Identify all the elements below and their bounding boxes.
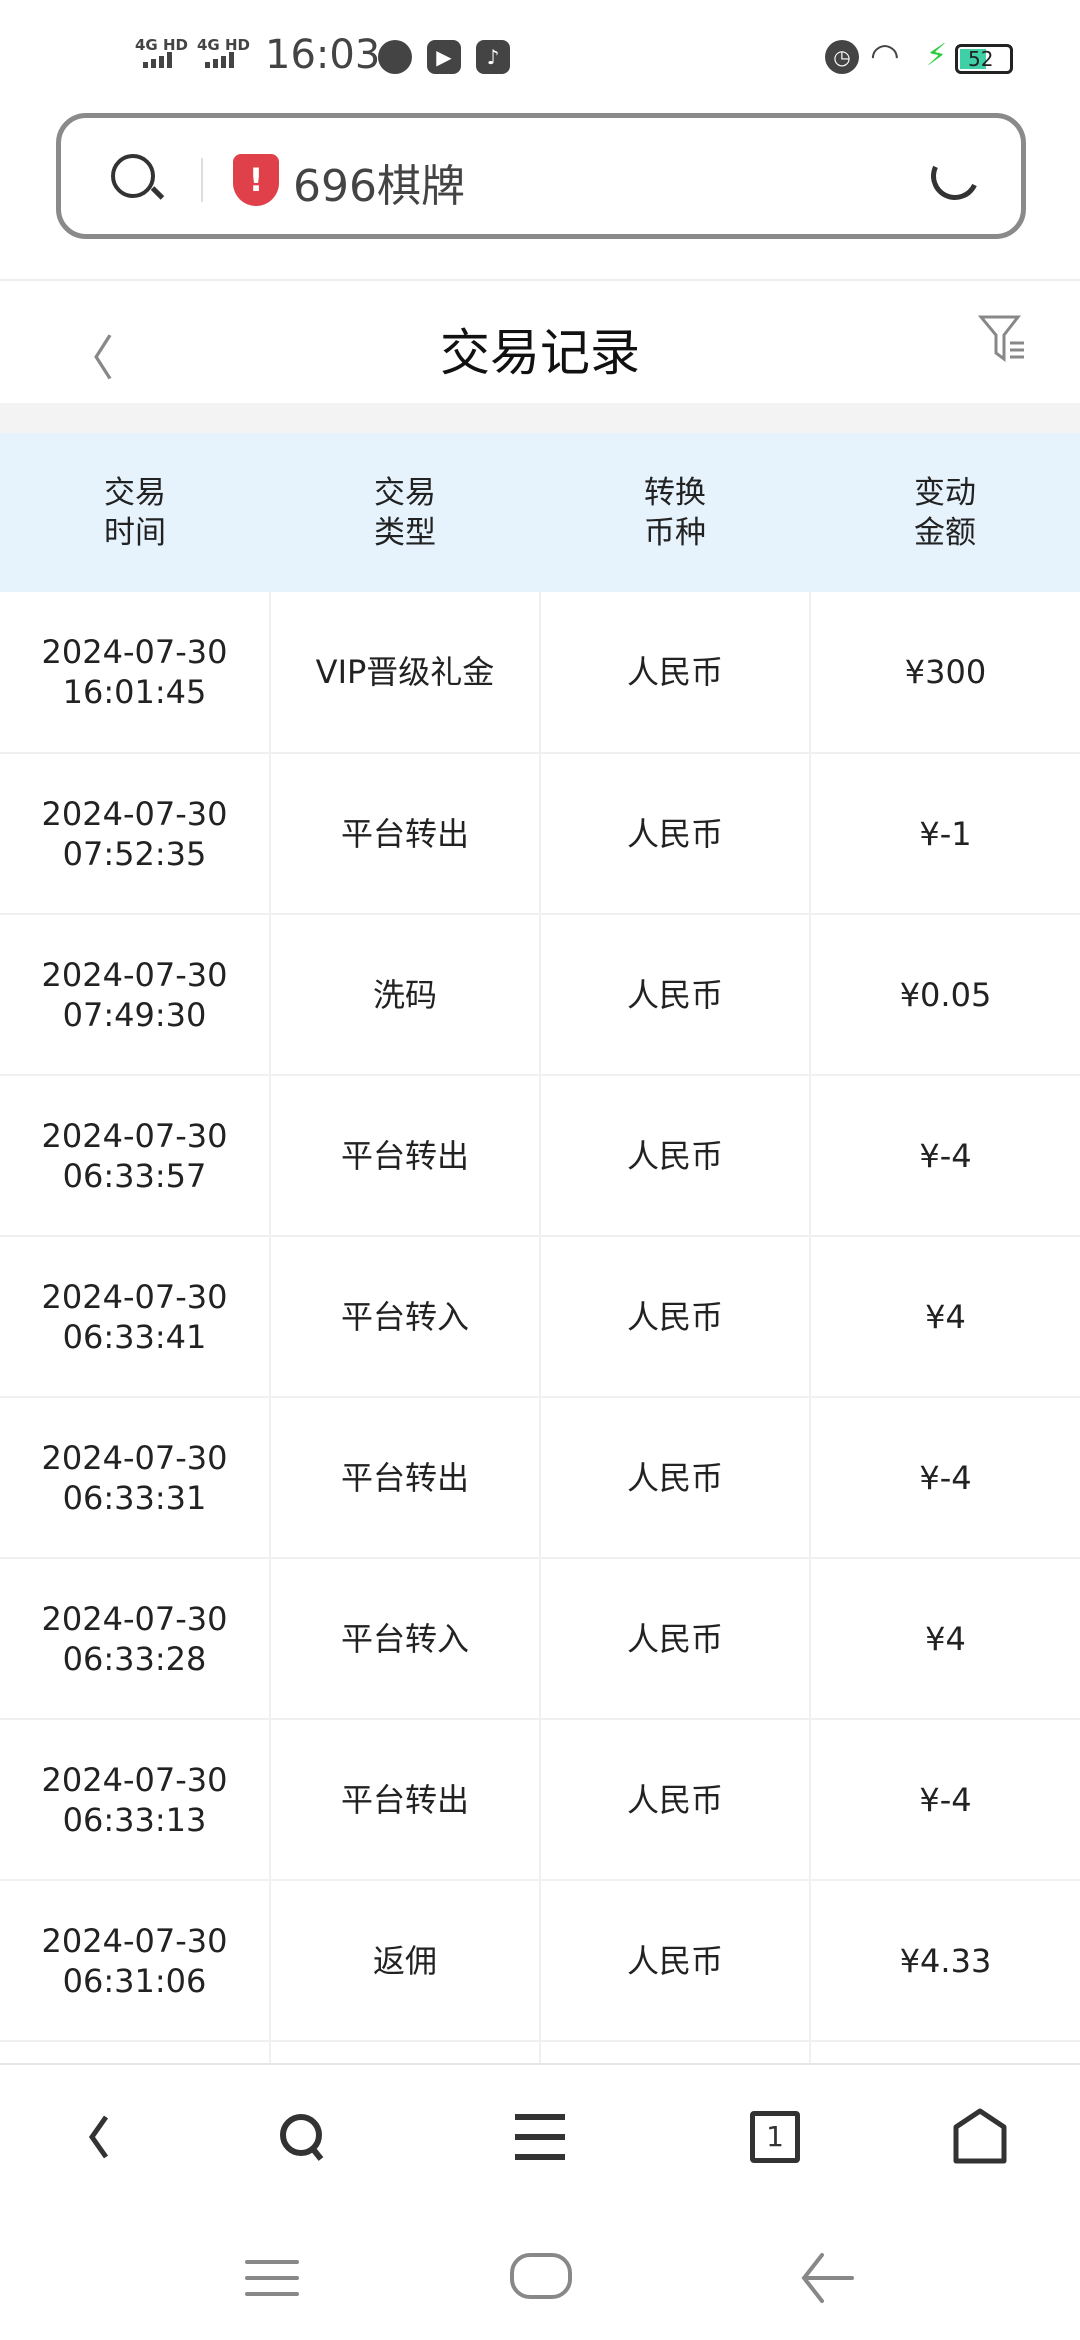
wifi-icon: ◠ xyxy=(870,36,900,76)
table-row[interactable]: 2024-07-30 06:33:41 平台转入 人民币 ¥4 xyxy=(0,1236,1080,1398)
table-row[interactable]: 2024-07-30 06:33:31 平台转出 人民币 ¥-4 xyxy=(0,1397,1080,1559)
signal-icon: 4G HD xyxy=(197,38,250,68)
tabs-icon[interactable]: 1 xyxy=(745,2107,805,2167)
home-pill-icon[interactable] xyxy=(510,2253,572,2299)
cell-amount: ¥4 xyxy=(810,1236,1080,1398)
signal-icon: 4G HD xyxy=(135,38,188,68)
cell-currency: 人民币 xyxy=(540,1880,811,2042)
back-chevron-icon[interactable]: 〈 xyxy=(66,331,115,387)
cell-time: 2024-07-30 16:01:45 xyxy=(0,592,271,754)
table-row[interactable]: 2024-07-30 06:33:57 平台转出 人民币 ¥-4 xyxy=(0,1075,1080,1237)
cell-type: 洗码 xyxy=(270,914,541,1076)
status-bar: 4G HD 4G HD 16:03 ▶ ♪ ◷ ◠ ⚡ 52 xyxy=(0,0,1080,110)
chat-bubble-icon xyxy=(378,40,412,74)
address-bar[interactable]: ! 696棋牌 xyxy=(56,113,1026,239)
cell-amount: ¥300 xyxy=(810,592,1080,754)
cell-time: 2024-07-30 06:33:57 xyxy=(0,1075,271,1237)
cell-type: 平台转入 xyxy=(270,1558,541,1720)
page-header: 〈 交易记录 xyxy=(0,281,1080,403)
cell-time: 2024-07-30 07:52:35 xyxy=(0,753,271,915)
cell-time: 2024-07-30 07:49:30 xyxy=(0,914,271,1076)
filter-icon[interactable] xyxy=(978,313,1028,363)
reload-icon[interactable] xyxy=(924,145,986,207)
table-row[interactable]: 2024-07-30 16:01:45 VIP晋级礼金 人民币 ¥300 xyxy=(0,592,1080,754)
cell-type: 平台转出 xyxy=(270,1075,541,1237)
divider xyxy=(201,158,203,202)
site-title[interactable]: 696棋牌 xyxy=(293,161,465,212)
page-title: 交易记录 xyxy=(440,324,640,382)
cell-currency: 人民币 xyxy=(540,1719,811,1881)
table-row[interactable]: 2024-07-30 07:52:35 平台转出 人民币 ¥-1 xyxy=(0,753,1080,915)
cell-type: VIP晋级礼金 xyxy=(270,592,541,754)
cell-amount: ¥4.33 xyxy=(810,1880,1080,2042)
table-row[interactable]: 2024-07-30 06:33:13 平台转出 人民币 ¥-4 xyxy=(0,1719,1080,1881)
tab-count: 1 xyxy=(750,2111,800,2163)
browser-bottom-nav: 1 xyxy=(0,2063,1080,2208)
cell-currency: 人民币 xyxy=(540,1397,811,1559)
cell-amount: ¥0.05 xyxy=(810,914,1080,1076)
cell-amount: ¥-4 xyxy=(810,1397,1080,1559)
search-icon[interactable] xyxy=(273,2107,333,2167)
spacer xyxy=(0,403,1080,433)
music-icon: ♪ xyxy=(476,40,510,74)
cell-amount: ¥-4 xyxy=(810,1075,1080,1237)
battery-icon: 52 xyxy=(955,44,1013,74)
column-header-amount: 变动 金额 xyxy=(810,433,1080,592)
table-row[interactable]: 2024-07-30 07:49:30 洗码 人民币 ¥0.05 xyxy=(0,914,1080,1076)
cell-type: 平台转出 xyxy=(270,1719,541,1881)
column-header-type: 交易 类型 xyxy=(270,433,540,592)
search-icon[interactable] xyxy=(111,154,155,198)
cell-currency: 人民币 xyxy=(540,1558,811,1720)
cell-time: 2024-07-30 06:31:06 xyxy=(0,1880,271,2042)
cell-amount: ¥-1 xyxy=(810,753,1080,915)
table-header-row: 交易 时间 交易 类型 转换 币种 变动 金额 xyxy=(0,433,1080,592)
back-arrow-icon[interactable] xyxy=(798,2251,854,2305)
home-icon[interactable] xyxy=(950,2107,1010,2167)
back-icon[interactable] xyxy=(70,2107,130,2167)
alarm-icon: ◷ xyxy=(825,40,859,74)
cell-currency: 人民币 xyxy=(540,1236,811,1398)
cell-currency: 人民币 xyxy=(540,914,811,1076)
cell-time: 2024-07-30 06:33:13 xyxy=(0,1719,271,1881)
cell-amount: ¥-4 xyxy=(810,1719,1080,1881)
cell-amount: ¥4 xyxy=(810,1558,1080,1720)
cell-type: 返佣 xyxy=(270,1880,541,2042)
cell-currency: 人民币 xyxy=(540,592,811,754)
cell-type: 平台转出 xyxy=(270,1397,541,1559)
transaction-table: 交易 时间 交易 类型 转换 币种 变动 金额 2024-07-30 16:01:45 V… xyxy=(0,433,1080,2203)
cell-time: 2024-07-30 06:33:31 xyxy=(0,1397,271,1559)
divider xyxy=(0,279,1080,281)
system-nav-bar xyxy=(0,2208,1080,2340)
menu-icon[interactable] xyxy=(510,2107,570,2167)
column-header-time: 交易 时间 xyxy=(0,433,270,592)
column-header-currency: 转换 币种 xyxy=(540,433,810,592)
recents-icon[interactable] xyxy=(245,2258,299,2298)
table-row[interactable]: 2024-07-30 06:31:06 返佣 人民币 ¥4.33 xyxy=(0,1880,1080,2042)
play-icon: ▶ xyxy=(427,40,461,74)
cell-currency: 人民币 xyxy=(540,1075,811,1237)
cell-time: 2024-07-30 06:33:41 xyxy=(0,1236,271,1398)
cell-type: 平台转入 xyxy=(270,1236,541,1398)
charging-bolt-icon: ⚡ xyxy=(926,38,948,73)
cell-time: 2024-07-30 06:33:28 xyxy=(0,1558,271,1720)
clock: 16:03 xyxy=(265,32,381,78)
cell-currency: 人民币 xyxy=(540,753,811,915)
table-row[interactable]: 2024-07-30 06:33:28 平台转入 人民币 ¥4 xyxy=(0,1558,1080,1720)
security-warning-shield-icon[interactable]: ! xyxy=(233,154,279,206)
cell-type: 平台转出 xyxy=(270,753,541,915)
